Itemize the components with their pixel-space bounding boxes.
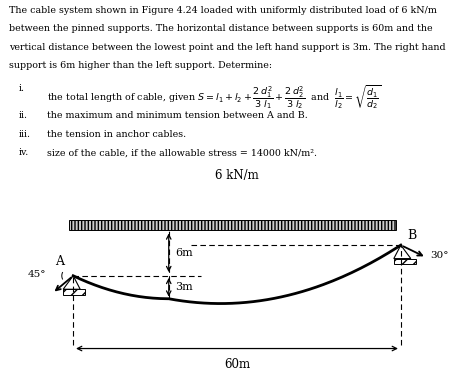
Text: 60m: 60m: [224, 358, 250, 371]
Text: The cable system shown in Figure 4.24 loaded with uniformly distributed load of : The cable system shown in Figure 4.24 lo…: [9, 6, 438, 15]
Text: 45°: 45°: [27, 270, 46, 279]
Text: between the pinned supports. The horizontal distance between supports is 60m and: between the pinned supports. The horizon…: [9, 24, 433, 33]
Polygon shape: [63, 276, 80, 289]
Text: i.: i.: [19, 84, 25, 93]
Bar: [69, 220, 396, 230]
Text: iii.: iii.: [19, 130, 31, 139]
Text: ii.: ii.: [19, 111, 28, 120]
Text: 3m: 3m: [175, 282, 193, 292]
Text: A: A: [55, 255, 64, 268]
Bar: [63, 289, 85, 295]
Text: the maximum and minimum tension between A and B.: the maximum and minimum tension between …: [47, 111, 308, 120]
Text: 30°: 30°: [430, 251, 448, 260]
Bar: [394, 259, 416, 264]
Text: vertical distance between the lowest point and the left hand support is 3m. The : vertical distance between the lowest poi…: [9, 43, 446, 51]
Text: B: B: [408, 229, 417, 242]
Text: size of the cable, if the allowable stress = 14000 kN/m².: size of the cable, if the allowable stre…: [47, 148, 318, 157]
Text: the total length of cable, given $S=l_1+l_2+\dfrac{2\,d_1^2}{3\;l_1}+\dfrac{2\,d: the total length of cable, given $S=l_1+…: [47, 84, 382, 111]
Text: 6 kN/m: 6 kN/m: [215, 169, 259, 182]
Text: support is 6m higher than the left support. Determine:: support is 6m higher than the left suppo…: [9, 61, 273, 70]
Text: 6m: 6m: [175, 248, 193, 258]
Polygon shape: [394, 245, 411, 259]
Text: the tension in anchor cables.: the tension in anchor cables.: [47, 130, 187, 139]
Text: iv.: iv.: [19, 148, 29, 157]
